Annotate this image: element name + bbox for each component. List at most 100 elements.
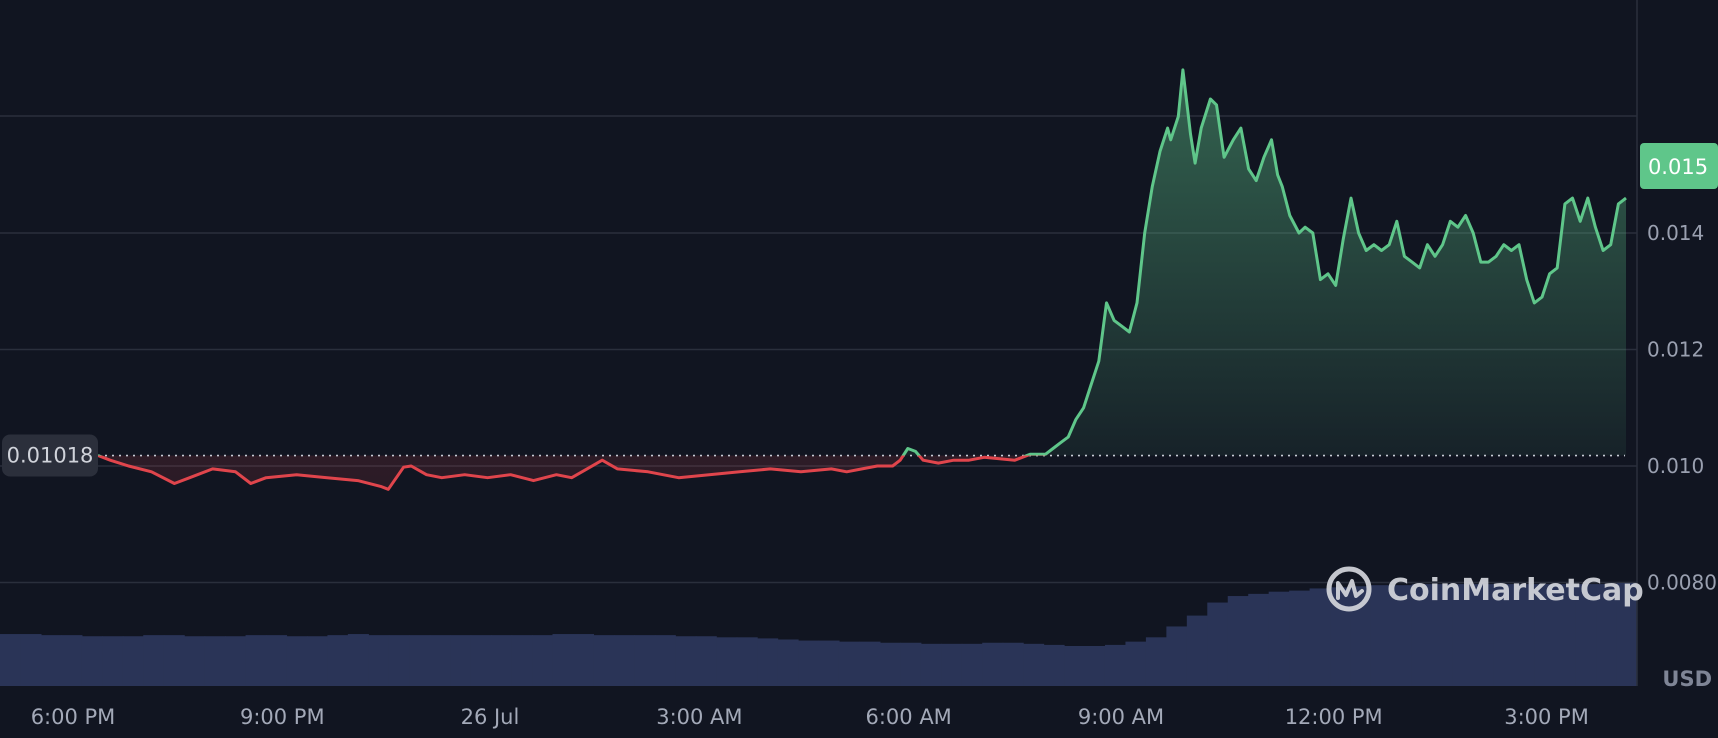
- volume-bar: [982, 642, 1004, 686]
- volume-bar: [572, 634, 595, 686]
- volume-bar: [838, 641, 861, 686]
- volume-bar: [1555, 584, 1577, 686]
- x-tick-label: 9:00 PM: [240, 705, 325, 729]
- volume-bar: [941, 643, 963, 686]
- y-tick-label: 0.0080: [1647, 571, 1717, 595]
- volume-bar: [327, 635, 349, 686]
- volume-bar: [1186, 615, 1208, 686]
- x-tick-label: 6:00 AM: [865, 705, 951, 729]
- currency-label: USD: [1662, 667, 1712, 691]
- price-area-down: [98, 455, 1027, 490]
- volume-bar: [1166, 626, 1188, 686]
- volume-bar: [1493, 584, 1515, 686]
- volume-bar: [143, 635, 165, 686]
- volume-bar: [1289, 590, 1311, 686]
- coinmarketcap-watermark: CoinMarketCap: [1326, 566, 1644, 612]
- volume-bar: [122, 636, 144, 686]
- volume-bar: [900, 642, 922, 686]
- volume-bar: [1207, 602, 1229, 686]
- volume-bar: [736, 637, 758, 686]
- volume-bar: [347, 634, 369, 686]
- volume-bar: [184, 636, 206, 686]
- volume-bar: [1514, 584, 1536, 686]
- x-tick-label: 26 Jul: [461, 705, 520, 729]
- volume-bar: [163, 635, 185, 686]
- volume-bar: [1391, 585, 1413, 686]
- volume-bar: [409, 635, 431, 686]
- price-area: [98, 69, 1626, 490]
- volume-bar: [1104, 644, 1127, 686]
- volume-bar: [1411, 584, 1433, 686]
- reference-price-label: 0.01018: [7, 444, 94, 468]
- volume-bar: [286, 636, 308, 686]
- price-line: [97, 68, 1627, 491]
- volume-bar: [20, 634, 42, 686]
- volume-bar: [429, 635, 451, 686]
- volume-bar: [532, 635, 554, 686]
- volume-bar: [0, 634, 22, 686]
- volume-bar: [225, 636, 247, 686]
- volume-bar: [1084, 646, 1106, 686]
- volume-bar: [1452, 584, 1474, 686]
- x-tick-label: 6:00 PM: [31, 705, 116, 729]
- volume-bar: [61, 635, 83, 686]
- volume-bar: [1023, 643, 1045, 686]
- volume-bar: [1227, 596, 1249, 686]
- volume-bar: [450, 635, 472, 686]
- volume-bar: [1002, 642, 1024, 686]
- x-tick-label: 3:00 AM: [656, 705, 742, 729]
- volume-bar: [613, 635, 635, 686]
- volume-bar: [859, 641, 881, 686]
- volume-bar: [102, 636, 124, 686]
- volume-bar: [1534, 584, 1556, 686]
- volume-bar: [1248, 593, 1270, 686]
- volume-bar: [675, 636, 697, 686]
- x-tick-label: 12:00 PM: [1285, 705, 1383, 729]
- volume-bar: [552, 634, 574, 686]
- volume-bar: [1370, 585, 1393, 686]
- volume-bar: [1596, 584, 1618, 686]
- volume-bar: [1575, 584, 1597, 686]
- volume-bar: [1432, 584, 1454, 686]
- volume-bar: [491, 635, 513, 686]
- volume-bar: [1309, 588, 1331, 686]
- volume-bar: [1043, 644, 1065, 686]
- volume-bar: [818, 640, 840, 686]
- x-tick-label: 9:00 AM: [1078, 705, 1164, 729]
- volume-bar: [266, 635, 288, 686]
- price-line-up: [97, 68, 1627, 456]
- y-tick-label: 0.010: [1647, 454, 1704, 478]
- volume-bar: [1268, 591, 1290, 686]
- current-price-label: 0.015: [1648, 155, 1708, 179]
- volume-bar: [1616, 583, 1638, 686]
- x-axis: 6:00 PM 9:00 PM 26 Jul 3:00 AM 6:00 AM 9:00 A…: [31, 705, 1589, 729]
- coinmarketcap-wordmark: CoinMarketCap: [1387, 573, 1644, 608]
- price-area-up: [98, 69, 1626, 456]
- current-price-badge: 0.015: [1640, 143, 1718, 190]
- volume-bar: [470, 635, 492, 686]
- volume-bar: [306, 636, 328, 686]
- price-line-down: [97, 455, 1047, 491]
- volume-bar: [204, 636, 226, 686]
- volume-bar: [961, 643, 983, 686]
- volume-bar: [777, 639, 799, 686]
- volume-bar: [1145, 637, 1167, 686]
- volume-bar: [757, 638, 779, 686]
- coinmarketcap-logo-icon: [1326, 566, 1372, 612]
- volume-bar: [920, 643, 942, 686]
- volume-bar: [40, 635, 62, 686]
- volume-bars: [0, 583, 1638, 686]
- y-axis: 0.0080 0.010 0.012 0.014: [1647, 221, 1717, 595]
- volume-bar: [1330, 587, 1352, 686]
- x-tick-label: 3:00 PM: [1504, 705, 1589, 729]
- volume-bar: [368, 635, 390, 686]
- reference-price-badge: 0.01018: [2, 434, 98, 477]
- y-tick-label: 0.012: [1647, 338, 1704, 362]
- volume-bar: [879, 642, 901, 686]
- volume-bar: [1350, 586, 1372, 686]
- volume-bar: [654, 635, 676, 686]
- volume-bar: [511, 635, 533, 686]
- volume-bar: [81, 636, 103, 686]
- volume-bar: [245, 635, 267, 686]
